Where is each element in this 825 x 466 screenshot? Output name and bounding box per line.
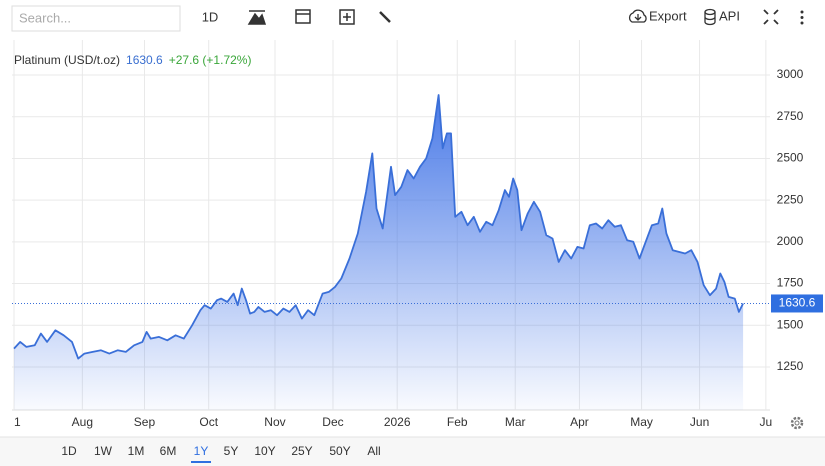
range-button[interactable]: 1Y (194, 444, 209, 458)
range-button[interactable]: All (367, 444, 380, 458)
calendar-icon[interactable] (295, 9, 311, 24)
export-icon[interactable] (628, 9, 647, 23)
search-placeholder: Search... (19, 10, 71, 25)
x-tick-label: Mar (505, 415, 526, 429)
settings-icon[interactable] (790, 416, 804, 430)
y-tick-label: 1250 (777, 359, 804, 373)
range-button[interactable]: 1M (128, 444, 145, 458)
x-tick-label: Oct (199, 415, 218, 429)
x-tick-label: Sep (134, 415, 156, 429)
last-price-label: 1630.6 (779, 296, 816, 310)
api-button[interactable]: API (719, 8, 740, 23)
y-tick-label: 2250 (777, 192, 804, 206)
search-box[interactable] (11, 5, 181, 32)
range-button[interactable]: 1D (61, 444, 77, 458)
range-button[interactable]: 1W (94, 444, 113, 458)
x-tick-label: Jun (690, 415, 709, 429)
interval-button[interactable]: 1D (202, 9, 219, 24)
range-button[interactable]: 50Y (329, 444, 350, 458)
range-button[interactable]: 6M (160, 444, 177, 458)
x-tick-label: 1 (14, 415, 21, 429)
y-tick-label: 2500 (777, 151, 804, 165)
y-tick-label: 2000 (777, 234, 804, 248)
price-header: Platinum (USD/t.oz) 1630.6 +27.6 (+1.72%) (14, 53, 257, 67)
api-icon[interactable] (704, 8, 716, 16)
line (13, 94, 744, 360)
chart-type-icon[interactable] (247, 10, 267, 25)
x-tick-label: Aug (72, 415, 93, 429)
x-tick-label: May (630, 415, 653, 429)
x-tick-label: Ju (760, 415, 773, 429)
x-tick-label: Feb (447, 415, 468, 429)
add-indicator-plus (343, 13, 351, 21)
x-tick-label: 2026 (384, 415, 411, 429)
tools-icon[interactable] (379, 11, 391, 23)
menu-icon[interactable] (800, 10, 804, 25)
y-tick-label: 1500 (777, 317, 804, 331)
add-indicator-icon[interactable] (339, 9, 355, 25)
price-change: +27.6 (+1.72%) (168, 53, 252, 67)
range-button[interactable]: 5Y (224, 444, 239, 458)
range-button[interactable]: 10Y (254, 444, 275, 458)
y-tick-label: 3000 (777, 67, 804, 81)
last-price-tag (771, 294, 823, 313)
x-tick-label: Nov (264, 415, 285, 429)
x-tick-label: Dec (322, 415, 343, 429)
y-tick-label: 1750 (777, 276, 804, 290)
range-button[interactable]: 25Y (291, 444, 312, 458)
export-button[interactable]: Export (649, 8, 687, 23)
area (14, 95, 744, 410)
instrument-name: Platinum (USD/t.oz) (14, 53, 121, 67)
api-icon-body (704, 12, 716, 26)
range-bar (0, 437, 825, 466)
x-tick-label: Apr (570, 415, 589, 429)
y-tick-label: 2750 (777, 109, 804, 123)
last-price: 1630.6 (126, 53, 163, 67)
fullscreen-icon[interactable] (763, 9, 779, 25)
